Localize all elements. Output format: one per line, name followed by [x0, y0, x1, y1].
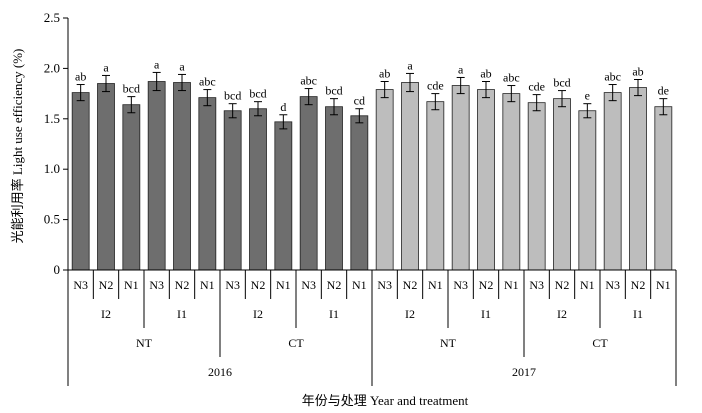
irrigation-label: I2	[405, 307, 415, 321]
significance-letter: bcd	[553, 76, 570, 90]
significance-letter: a	[103, 60, 109, 74]
n-label: N1	[656, 278, 671, 292]
y-tick-label: 0	[54, 262, 61, 277]
bar	[603, 92, 622, 271]
tillage-label: CT	[592, 336, 608, 350]
tillage-label: NT	[440, 336, 457, 350]
bar	[173, 82, 191, 271]
n-label: N1	[124, 278, 139, 292]
significance-letter: a	[154, 57, 160, 71]
significance-letter: bcd	[224, 89, 241, 103]
significance-letter: a	[179, 59, 185, 73]
bar	[654, 106, 673, 271]
n-label: N2	[251, 278, 266, 292]
x-axis-label: 年份与处理 Year and treatment	[302, 393, 469, 408]
bar	[477, 89, 495, 271]
n-label: N2	[175, 278, 190, 292]
y-tick-label: 1.5	[44, 111, 60, 126]
irrigation-label: I2	[101, 307, 111, 321]
n-label: N1	[428, 278, 443, 292]
significance-letter: ab	[75, 70, 86, 84]
bar	[451, 85, 470, 271]
significance-letter: de	[658, 84, 669, 98]
bar	[375, 89, 394, 271]
n-label: N2	[479, 278, 494, 292]
y-tick-label: 2.5	[44, 10, 60, 25]
irrigation-label: I1	[633, 307, 643, 321]
n-label: N1	[580, 278, 595, 292]
bar	[147, 81, 166, 271]
irrigation-label: I1	[177, 307, 187, 321]
y-tick-label: 0.5	[44, 212, 60, 227]
irrigation-label: I1	[329, 307, 339, 321]
y-tick-label: 2.0	[44, 60, 60, 75]
n-label: N1	[504, 278, 519, 292]
n-label: N1	[200, 278, 215, 292]
n-label: N2	[631, 278, 646, 292]
bar	[578, 110, 597, 271]
n-label: N3	[529, 278, 544, 292]
n-label: N1	[352, 278, 367, 292]
significance-letter: abc	[503, 71, 520, 85]
significance-letter: abc	[199, 75, 216, 89]
n-label: N3	[453, 278, 468, 292]
n-label: N3	[149, 278, 164, 292]
significance-letter: bcd	[325, 84, 342, 98]
n-label: N2	[99, 278, 114, 292]
y-axis: 0 0.5 1.0 1.5 2.0 2.5	[44, 10, 69, 277]
y-tick-label: 1.0	[44, 161, 60, 176]
n-label: N3	[377, 278, 392, 292]
year-label: 2016	[208, 365, 232, 379]
n-label: N1	[276, 278, 291, 292]
bar	[249, 108, 267, 271]
x-axis-categories: N3 N2 N1 N3 N2 N1 N3 N2 N1 N3 N2 N1 N3 N2 N1 N3 N2 N1 N3 N2…	[67, 269, 677, 386]
significance-letter: cde	[427, 79, 444, 93]
bar	[401, 82, 419, 271]
significance-letter: bcd	[123, 82, 140, 96]
bar	[502, 93, 521, 271]
significance-letter: e	[585, 89, 590, 103]
n-label: N2	[403, 278, 418, 292]
bar	[274, 121, 293, 271]
bar	[122, 104, 141, 271]
significance-letter: ab	[480, 67, 491, 81]
n-label: N2	[555, 278, 570, 292]
bar	[426, 101, 445, 271]
tillage-label: CT	[288, 336, 304, 350]
bar	[299, 96, 318, 271]
n-label: N3	[301, 278, 316, 292]
significance-letter: cd	[354, 94, 365, 108]
irrigation-label: I2	[557, 307, 567, 321]
significance-letter: bcd	[249, 87, 266, 101]
significance-letter: a	[407, 58, 413, 72]
y-axis-label: 光能利用率 Light use efficiency (%)	[10, 49, 25, 244]
significance-letter: abc	[604, 70, 621, 84]
bar	[553, 98, 571, 271]
n-label: N3	[605, 278, 620, 292]
irrigation-label: I2	[253, 307, 263, 321]
bar	[527, 102, 546, 271]
bar	[71, 92, 90, 271]
significance-letter: ab	[632, 64, 643, 78]
irrigation-label: I1	[481, 307, 491, 321]
n-label: N3	[73, 278, 88, 292]
significance-letter: ab	[379, 67, 390, 81]
bar	[325, 106, 343, 271]
significance-letter: abc	[300, 74, 317, 88]
bar	[223, 110, 242, 271]
n-label: N3	[225, 278, 240, 292]
significance-letter: a	[458, 62, 464, 76]
significance-letter: cde	[528, 80, 545, 94]
bar	[629, 87, 647, 271]
significance-letter: d	[280, 100, 286, 114]
n-label: N2	[327, 278, 342, 292]
year-label: 2017	[512, 365, 536, 379]
bar	[198, 97, 217, 271]
tillage-label: NT	[136, 336, 153, 350]
bar	[350, 115, 369, 271]
bar	[97, 83, 115, 271]
